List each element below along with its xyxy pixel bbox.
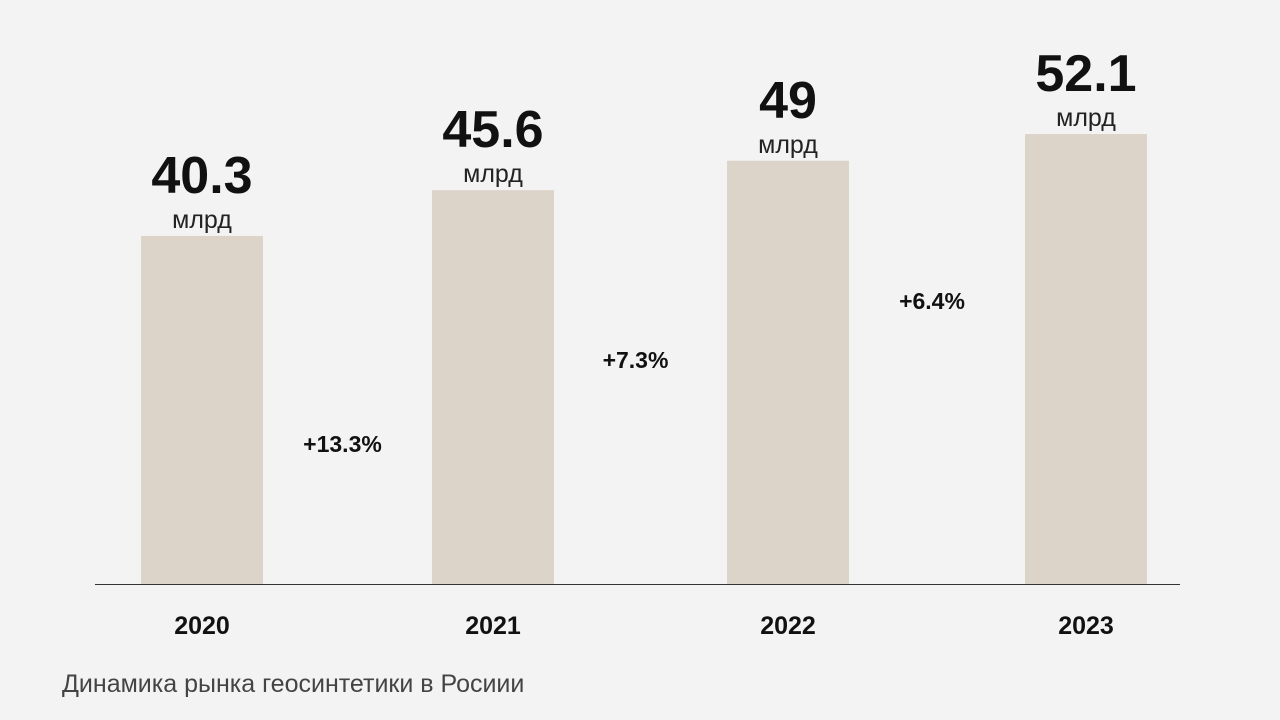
tick-label-2022: 2022 [760,612,816,640]
unit-label-2021: млрд [463,160,523,188]
tick-label-2023: 2023 [1058,612,1114,640]
bar-2022 [727,160,849,584]
bar-2021 [432,190,554,584]
bar-2020 [141,235,263,585]
chart-caption: Динамика рынка геосинтетики в Росиии [62,670,525,698]
bar-2023 [1025,134,1147,584]
unit-label-2022: млрд [758,131,818,159]
growth-label-1: +13.3% [303,431,382,457]
unit-label-2023: млрд [1056,104,1116,132]
tick-label-2021: 2021 [465,612,521,640]
growth-label-3: +6.4% [899,288,965,314]
value-label-2023: 52.1 [1035,45,1136,103]
growth-label-2: +7.3% [603,347,669,373]
tick-label-2020: 2020 [174,612,230,640]
value-label-2022: 49 [759,72,817,130]
value-label-2020: 40.3 [151,147,252,205]
unit-label-2020: млрд [172,206,232,234]
value-label-2021: 45.6 [442,101,543,159]
